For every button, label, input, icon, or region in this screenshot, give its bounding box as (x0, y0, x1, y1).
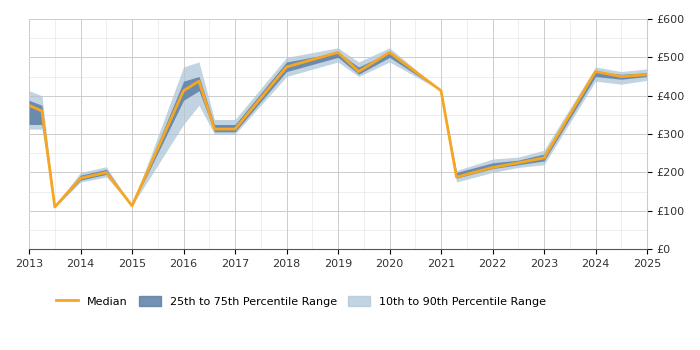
Legend: Median, 25th to 75th Percentile Range, 10th to 90th Percentile Range: Median, 25th to 75th Percentile Range, 1… (51, 292, 551, 311)
